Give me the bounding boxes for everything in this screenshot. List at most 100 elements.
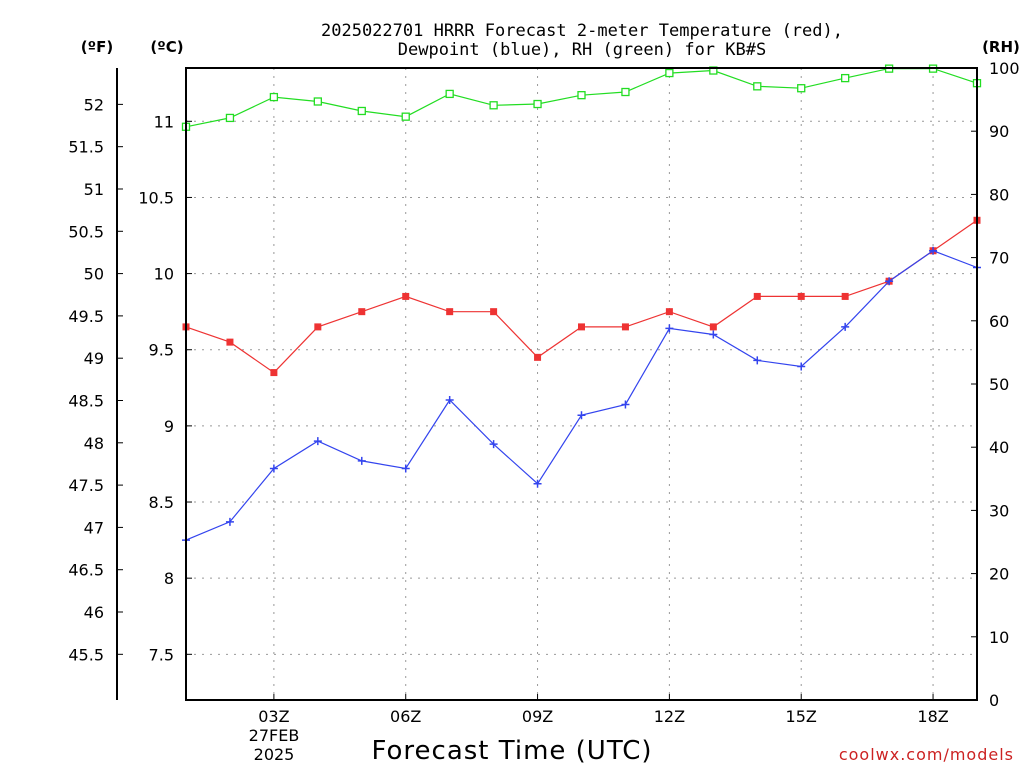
rh-point — [577, 91, 586, 100]
time-tick-label: 15Z — [786, 707, 817, 726]
rh-tick-label: 50 — [989, 375, 1009, 394]
temperature-point — [797, 292, 805, 300]
rh-point — [225, 113, 235, 123]
rh-point — [489, 101, 498, 110]
temperature-series — [182, 216, 981, 377]
dewpoint-point — [665, 324, 674, 333]
dewpoint-point — [269, 464, 278, 473]
rh-tick-label: 60 — [989, 312, 1009, 331]
fahrenheit-tick-label: 49.5 — [68, 307, 104, 326]
rh-tick-label: 40 — [989, 438, 1009, 457]
fahrenheit-tick-label: 51.5 — [68, 138, 104, 157]
temperature-point — [621, 323, 629, 331]
rh-point — [753, 82, 762, 91]
temperature-point — [402, 292, 410, 300]
rh-point — [313, 97, 322, 106]
fahrenheit-tick-label: 47.5 — [68, 476, 104, 495]
chart-title-line-1: 2025022701 HRRR Forecast 2-meter Tempera… — [321, 21, 843, 41]
fahrenheit-unit-label: (ºF) — [81, 38, 113, 56]
temperature-point — [490, 308, 498, 316]
rh-point — [797, 84, 806, 93]
celsius-unit-label: (ºC) — [150, 38, 183, 56]
dewpoint-point — [577, 411, 586, 420]
temperature-point — [446, 308, 454, 316]
rh-point — [533, 99, 542, 109]
rh-series — [181, 64, 982, 131]
rh-tick-label: 80 — [989, 185, 1009, 204]
dewpoint-point — [533, 479, 542, 488]
fahrenheit-tick-label: 45.5 — [68, 645, 104, 664]
temperature-point — [226, 338, 234, 346]
dewpoint-point — [225, 517, 234, 526]
fahrenheit-axis: 45.5 46 46.5 47 47.5 48 48.5 49 49.5 50 50.5 51 51.5… — [68, 95, 123, 664]
fahrenheit-tick-label: 50 — [84, 265, 104, 284]
x-date-label-day: 27FEB — [249, 726, 300, 745]
dewpoint-point — [885, 277, 894, 286]
rh-point — [665, 68, 674, 78]
plot-frame — [185, 67, 978, 701]
time-tick-label: 03Z — [258, 707, 289, 726]
temperature-point — [270, 369, 278, 377]
time-tick-label: 12Z — [654, 707, 685, 726]
x-axis-label: Forecast Time (UTC) — [371, 736, 652, 766]
celsius-tick-label: 10 — [154, 265, 174, 284]
time-tick-label: 09Z — [522, 707, 553, 726]
fahrenheit-tick-label: 48 — [84, 434, 104, 453]
rh-tick-label: 100 — [989, 59, 1020, 78]
rh-tick-label: 90 — [989, 122, 1009, 141]
dewpoint-point — [445, 395, 454, 404]
dewpoint-point — [929, 246, 938, 255]
fahrenheit-tick-label: 46.5 — [68, 561, 104, 580]
rh-tick-label: 10 — [989, 628, 1009, 647]
dewpoint-point — [797, 362, 806, 371]
fahrenheit-tick-label: 52 — [84, 95, 104, 114]
data-series — [181, 64, 982, 545]
fahrenheit-tick-label: 50.5 — [68, 222, 104, 241]
rh-tick-label: 20 — [989, 565, 1009, 584]
temperature-point — [578, 323, 585, 331]
dewpoint-point — [489, 440, 498, 449]
rh-point — [841, 73, 850, 83]
temperature-point — [665, 308, 673, 316]
time-axis: 03Z 06Z 09Z 12Z 15Z 18Z — [258, 694, 949, 726]
dewpoint-point — [621, 400, 630, 409]
temperature-point — [841, 292, 849, 300]
fahrenheit-tick-label: 46 — [84, 603, 104, 622]
rh-unit-label: (RH) — [982, 38, 1020, 56]
time-tick-label: 18Z — [917, 707, 948, 726]
fahrenheit-tick-label: 47 — [84, 518, 104, 537]
celsius-tick-label: 8 — [164, 569, 174, 588]
dewpoint-point — [313, 437, 322, 446]
fahrenheit-tick-label: 48.5 — [68, 391, 104, 410]
temperature-point — [314, 323, 322, 331]
dewpoint-point — [709, 330, 718, 339]
rh-point — [621, 87, 630, 97]
temperature-point — [753, 292, 761, 300]
dewpoint-line — [185, 250, 978, 541]
celsius-tick-label: 9.5 — [149, 341, 174, 360]
rh-point — [357, 106, 366, 116]
grid-lines — [186, 68, 977, 700]
rh-axis: 0 10 20 30 40 50 60 70 80 90 100 — [971, 59, 1020, 710]
temperature-point — [358, 308, 366, 316]
rh-tick-label: 30 — [989, 501, 1009, 520]
celsius-tick-label: 8.5 — [149, 493, 174, 512]
dewpoint-point — [401, 464, 410, 473]
rh-point — [445, 89, 454, 99]
rh-point — [401, 112, 410, 121]
fahrenheit-tick-label: 51 — [84, 180, 104, 199]
dewpoint-point — [357, 456, 366, 465]
rh-tick-label: 70 — [989, 249, 1009, 268]
dewpoint-point — [753, 356, 762, 365]
fahrenheit-tick-label: 49 — [84, 349, 104, 368]
x-date-label-year: 2025 — [254, 745, 295, 764]
temperature-point — [709, 323, 717, 331]
dewpoint-point — [841, 322, 850, 331]
temperature-point — [534, 353, 542, 361]
celsius-axis: 7.5 8 8.5 9 9.5 10 10.5 11 — [138, 112, 192, 664]
celsius-tick-label: 7.5 — [149, 645, 174, 664]
celsius-tick-label: 9 — [164, 417, 174, 436]
credit-text: coolwx.com/models — [839, 745, 1014, 764]
rh-point — [269, 92, 279, 102]
